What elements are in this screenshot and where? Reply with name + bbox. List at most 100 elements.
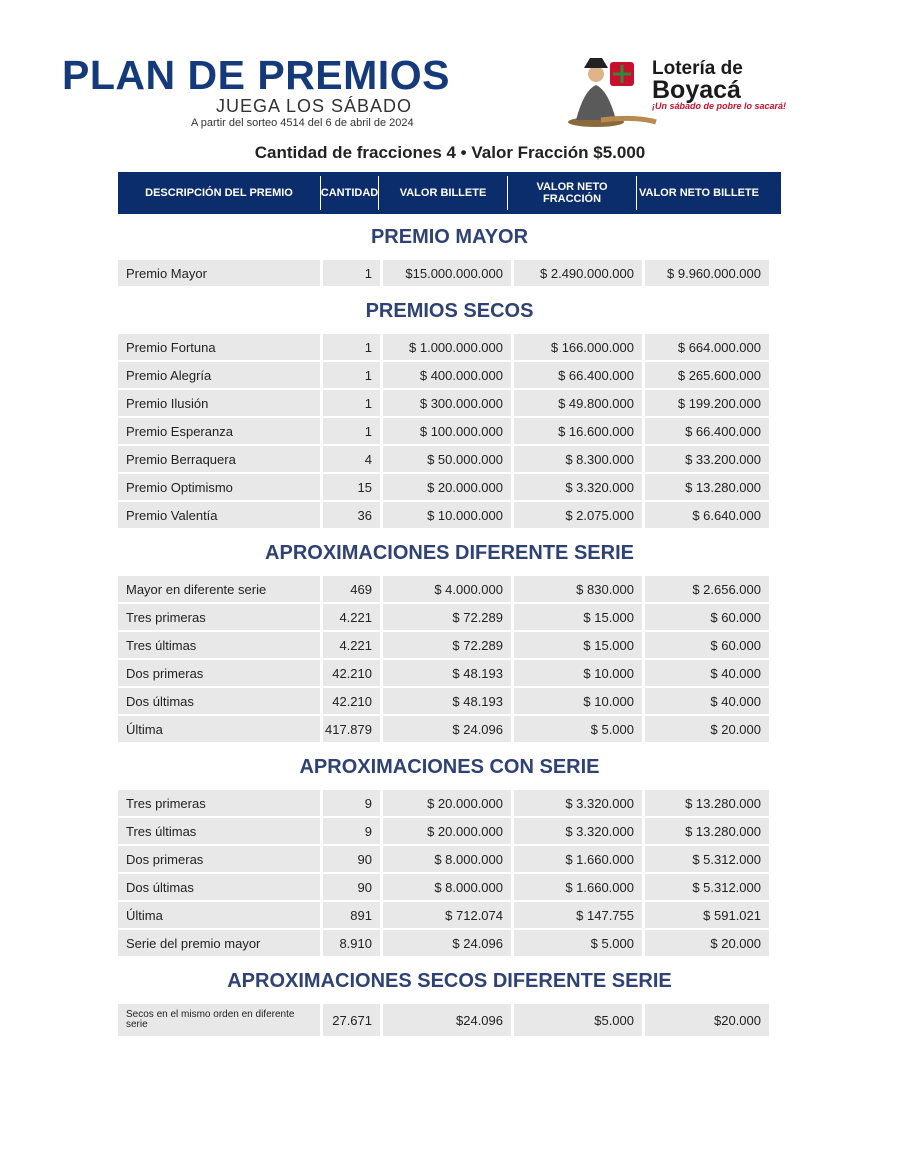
table-cell: $ 20.000.000 <box>383 790 511 816</box>
table-cell: $ 40.000 <box>645 688 769 714</box>
table-cell: $24.096 <box>383 1004 511 1036</box>
section-title: PREMIO MAYOR <box>370 225 529 248</box>
table-cell: Premio Berraquera <box>118 446 320 472</box>
logo-figure <box>568 58 657 127</box>
table-cell: $ 5.000 <box>514 930 642 956</box>
table-cell: Dos últimas <box>118 688 320 714</box>
table-cell: 1 <box>323 390 380 416</box>
table-cell: Serie del premio mayor <box>118 930 320 956</box>
table-cell: 42.210 <box>323 688 380 714</box>
column-header: CANTIDAD <box>321 176 379 210</box>
table-cell: $5.000 <box>514 1004 642 1036</box>
table-cell: 42.210 <box>323 660 380 686</box>
table-cell: Premio Esperanza <box>118 418 320 444</box>
column-header: DESCRIPCIÓN DEL PREMIO <box>118 176 321 210</box>
table-cell: 27.671 <box>323 1004 380 1036</box>
table-cell: 1 <box>323 260 380 286</box>
table-cell: $ 400.000.000 <box>383 362 511 388</box>
subtitle: JUEGA LOS SÁBADO <box>216 96 413 116</box>
table-cell: $ 2.075.000 <box>514 502 642 528</box>
table-cell: Premio Fortuna <box>118 334 320 360</box>
table-row: Tres últimas 9 $ 20.000.000 $ 3.320.000 $ 13… <box>118 818 781 844</box>
table-cell: $ 20.000 <box>645 716 769 742</box>
table-cell: Dos primeras <box>118 660 320 686</box>
table-cell: Premio Optimismo <box>118 474 320 500</box>
table-cell: 90 <box>323 846 380 872</box>
table-cell: $ 10.000 <box>514 688 642 714</box>
table-cell: $ 199.200.000 <box>645 390 769 416</box>
table-cell: $ 8.300.000 <box>514 446 642 472</box>
title: PLAN DE PREMIOS <box>62 52 450 98</box>
table-cell: $ 3.320.000 <box>514 818 642 844</box>
table-cell: $ 830.000 <box>514 576 642 602</box>
table-cell: Premio Mayor <box>118 260 320 286</box>
table-cell: Premio Alegría <box>118 362 320 388</box>
table-row: Última 417.879 $ 24.096 $ 5.000 $ 20.000 <box>118 716 781 742</box>
table-cell: Última <box>118 716 320 742</box>
table-cell: 9 <box>323 790 380 816</box>
table-cell: Secos en el mismo orden en diferente ser… <box>118 1004 320 1036</box>
table-cell: $ 33.200.000 <box>645 446 769 472</box>
table-row: Premio Valentía 36 $ 10.000.000 $ 2.075.000… <box>118 502 781 528</box>
note: A partir del sorteo 4514 del 6 de abril … <box>191 117 414 129</box>
table-cell: $ 100.000.000 <box>383 418 511 444</box>
table-cell: Tres primeras <box>118 790 320 816</box>
table-cell: $ 2.490.000.000 <box>514 260 642 286</box>
table-cell: Premio Valentía <box>118 502 320 528</box>
table-cell: 15 <box>323 474 380 500</box>
table-cell: $ 60.000 <box>645 604 769 630</box>
table-cell: $ 8.000.000 <box>383 874 511 900</box>
table-cell: $ 10.000 <box>514 660 642 686</box>
table-cell: 1 <box>323 418 380 444</box>
table-cell: $ 40.000 <box>645 660 769 686</box>
table-cell: Mayor en diferente serie <box>118 576 320 602</box>
table-cell: $ 24.096 <box>383 930 511 956</box>
table-cell: $ 4.000.000 <box>383 576 511 602</box>
column-header: VALOR NETO FRACCIÓN <box>508 176 637 210</box>
table-cell: 891 <box>323 902 380 928</box>
table-cell: 90 <box>323 874 380 900</box>
table-cell: $ 48.193 <box>383 688 511 714</box>
fractions-info: Cantidad de fracciones 4 • Valor Fracció… <box>254 143 646 162</box>
table-row: Serie del premio mayor 8.910 $ 24.096 $ 5.0… <box>118 930 781 956</box>
table-row: Última 891 $ 712.074 $ 147.755 $ 591.021 <box>118 902 781 928</box>
table-cell: 8.910 <box>323 930 380 956</box>
table-cell: $ 5.312.000 <box>645 874 769 900</box>
table-cell: Tres últimas <box>118 632 320 658</box>
table-cell: $ 300.000.000 <box>383 390 511 416</box>
table-cell: $ 6.640.000 <box>645 502 769 528</box>
table-row: Premio Optimismo 15 $ 20.000.000 $ 3.320.00… <box>118 474 781 500</box>
table-cell: 417.879 <box>323 716 380 742</box>
table-cell: $ 72.289 <box>383 632 511 658</box>
table-row: Premio Fortuna 1 $ 1.000.000.000 $ 166.000.… <box>118 334 781 360</box>
table-cell: $ 712.074 <box>383 902 511 928</box>
column-header: VALOR BILLETE <box>379 176 508 210</box>
table-cell: $ 24.096 <box>383 716 511 742</box>
table-cell: $ 3.320.000 <box>514 474 642 500</box>
table-cell: $ 15.000 <box>514 604 642 630</box>
table-row: Tres primeras 9 $ 20.000.000 $ 3.320.000 $ 1… <box>118 790 781 816</box>
table-cell: $ 60.000 <box>645 632 769 658</box>
table-cell: Tres primeras <box>118 604 320 630</box>
prize-table: DESCRIPCIÓN DEL PREMIO CANTIDAD VALOR BILL… <box>118 172 781 1038</box>
table-cell: $ 13.280.000 <box>645 790 769 816</box>
table-row: Premio Ilusión 1 $ 300.000.000 $ 49.800.000… <box>118 390 781 416</box>
table-cell: 1 <box>323 362 380 388</box>
table-cell: $ 1.000.000.000 <box>383 334 511 360</box>
table-cell: $ 166.000.000 <box>514 334 642 360</box>
table-cell: $20.000 <box>645 1004 769 1036</box>
logo-slogan: ¡Un sábado de pobre lo sacará! <box>652 101 787 111</box>
table-row: Tres primeras 4.221 $ 72.289 $ 15.000 $ 60.0… <box>118 604 781 630</box>
table-cell: $ 15.000 <box>514 632 642 658</box>
logo-text: Lotería de <box>652 58 743 79</box>
table-cell: $ 13.280.000 <box>645 474 769 500</box>
table-cell: $ 49.800.000 <box>514 390 642 416</box>
table-row: Mayor en diferente serie 469 $ 4.000.000 $ … <box>118 576 781 602</box>
table-cell: Premio Ilusión <box>118 390 320 416</box>
table-cell: 4.221 <box>323 604 380 630</box>
table-cell: $ 265.600.000 <box>645 362 769 388</box>
section-title: APROXIMACIONES DIFERENTE SERIE <box>265 541 634 564</box>
table-cell: $ 48.193 <box>383 660 511 686</box>
